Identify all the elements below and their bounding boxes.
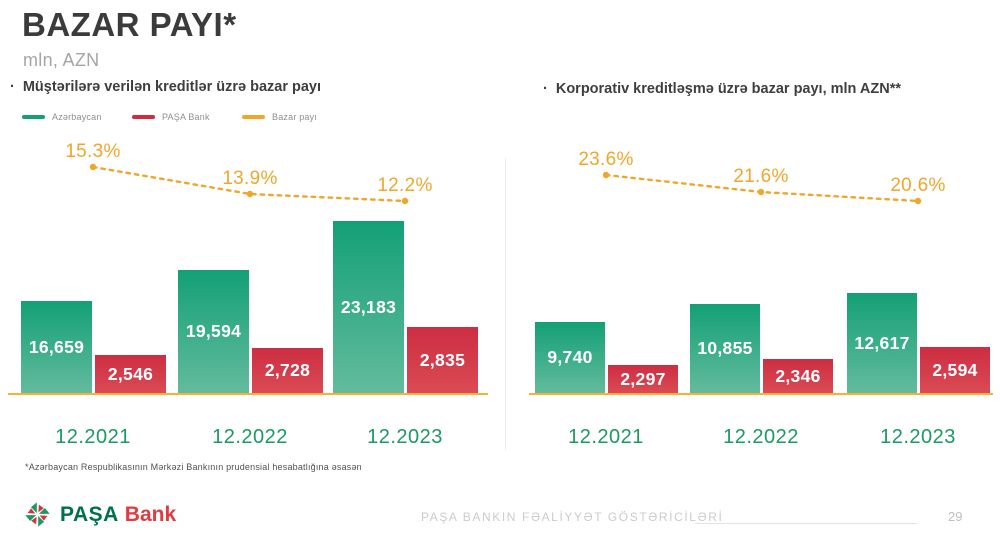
footer-rule bbox=[695, 523, 917, 524]
legend-label: Azərbaycan bbox=[52, 112, 102, 122]
bar-value-label: 19,594 bbox=[185, 321, 242, 341]
line-point-marker bbox=[602, 171, 610, 179]
page-title: BAZAR PAYI* bbox=[22, 6, 237, 43]
bar-value-label: 12,617 bbox=[854, 332, 910, 353]
market-share-percent-label: 20.6% bbox=[890, 175, 946, 196]
bar-azerbaycan-12.2021: 16,659 bbox=[21, 301, 92, 393]
legend-swatch-yellow bbox=[242, 115, 265, 119]
market-share-percent-label: 13.9% bbox=[222, 168, 278, 189]
left-chart-title: · Müştərilərə verilən kreditlər üzrə baz… bbox=[10, 79, 480, 95]
bullet-icon: · bbox=[543, 81, 548, 97]
category-label: 12.2021 bbox=[55, 426, 131, 448]
line-point-marker bbox=[757, 188, 765, 196]
bar-value-label: 2,835 bbox=[419, 349, 466, 370]
page-number: 29 bbox=[948, 509, 963, 524]
legend-label: Bazar payı bbox=[272, 112, 318, 122]
footnote: *Azərbaycan Respublikasının Mərkəzi Bank… bbox=[25, 462, 362, 472]
bar-azerbaycan-12.2021: 9,740 bbox=[535, 322, 605, 393]
line-point-marker bbox=[89, 163, 97, 171]
bar-azerbaycan-12.2022: 10,855 bbox=[690, 304, 760, 393]
legend-swatch-red bbox=[132, 115, 155, 119]
legend-item-bazar-payi: Bazar payı bbox=[242, 112, 352, 122]
category-label: 12.2023 bbox=[367, 426, 443, 448]
pinwheel-flower-icon bbox=[25, 502, 50, 527]
right-chart-title: · Korporativ kreditləşmə üzrə bazar payı… bbox=[543, 81, 993, 97]
market-share-percent-label: 15.3% bbox=[65, 141, 121, 162]
legend-item-azerbaycan: Azərbaycan bbox=[22, 112, 132, 122]
bar-pasha-bank-12.2022: 2,346 bbox=[763, 359, 833, 393]
bar-pasha-bank-12.2023: 2,594 bbox=[920, 347, 990, 393]
legend-item-pasha-bank: PAŞA Bank bbox=[132, 112, 242, 122]
chart-legend: Azərbaycan PAŞA Bank Bazar payı bbox=[22, 112, 352, 122]
bar-value-label: 2,346 bbox=[775, 365, 821, 386]
market-share-percent-label: 12.2% bbox=[377, 175, 433, 196]
pasha-bank-logo: PAŞA Bank bbox=[24, 501, 176, 528]
bar-value-label: 23,183 bbox=[340, 296, 397, 317]
category-label: 12.2021 bbox=[568, 426, 644, 448]
credit-market-share-chart: 16,659 2,546 12.2021 15.3% 19,594 2,728 12.202… bbox=[0, 140, 500, 460]
market-share-percent-label: 21.6% bbox=[733, 166, 789, 187]
bar-value-label: 16,659 bbox=[28, 336, 85, 357]
legend-swatch-green bbox=[22, 115, 45, 119]
line-point-marker bbox=[914, 197, 922, 205]
x-axis-baseline bbox=[8, 393, 488, 395]
bar-pasha-bank-12.2021: 2,546 bbox=[95, 355, 166, 393]
right-chart-title-text: Korporativ kreditləşmə üzrə bazar payı, … bbox=[555, 81, 901, 97]
bullet-icon: · bbox=[10, 79, 15, 95]
vertical-divider bbox=[505, 158, 506, 450]
legend-label: PAŞA Bank bbox=[162, 112, 210, 122]
page-subtitle: mln, AZN bbox=[23, 50, 100, 70]
line-point-marker bbox=[401, 197, 409, 205]
bar-value-label: 2,546 bbox=[107, 363, 154, 384]
bar-value-label: 10,855 bbox=[697, 338, 753, 358]
category-label: 12.2022 bbox=[212, 426, 288, 448]
bar-pasha-bank-12.2021: 2,297 bbox=[608, 365, 678, 393]
left-chart-title-text: Müştərilərə verilən kreditlər üzrə bazar… bbox=[22, 79, 322, 95]
bar-value-label: 2,594 bbox=[932, 359, 978, 380]
bar-azerbaycan-12.2023: 23,183 bbox=[333, 221, 404, 393]
bar-azerbaycan-12.2022: 19,594 bbox=[178, 270, 249, 393]
bar-value-label: 2,728 bbox=[264, 360, 311, 380]
category-label: 12.2022 bbox=[723, 426, 799, 448]
bar-pasha-bank-12.2023: 2,835 bbox=[407, 327, 478, 393]
footer-caption: PAŞA BANKIN FƏALİYYƏT GÖSTƏRİCİLƏRİ bbox=[421, 510, 724, 524]
bar-value-label: 9,740 bbox=[547, 347, 593, 367]
bar-value-label: 2,297 bbox=[620, 368, 666, 389]
market-share-percent-label: 23.6% bbox=[578, 149, 634, 170]
logo-text-bank: Bank bbox=[124, 502, 177, 526]
logo-text-pasha: PAŞA bbox=[60, 502, 119, 526]
x-axis-baseline bbox=[529, 393, 993, 395]
bar-pasha-bank-12.2022: 2,728 bbox=[252, 348, 323, 393]
line-point-marker bbox=[246, 190, 254, 198]
bar-azerbaycan-12.2023: 12,617 bbox=[847, 293, 917, 393]
corporate-credit-market-share-chart: 9,740 2,297 12.2021 23.6% 10,855 2,346 12.2022… bbox=[520, 140, 1000, 460]
category-label: 12.2023 bbox=[880, 426, 956, 448]
